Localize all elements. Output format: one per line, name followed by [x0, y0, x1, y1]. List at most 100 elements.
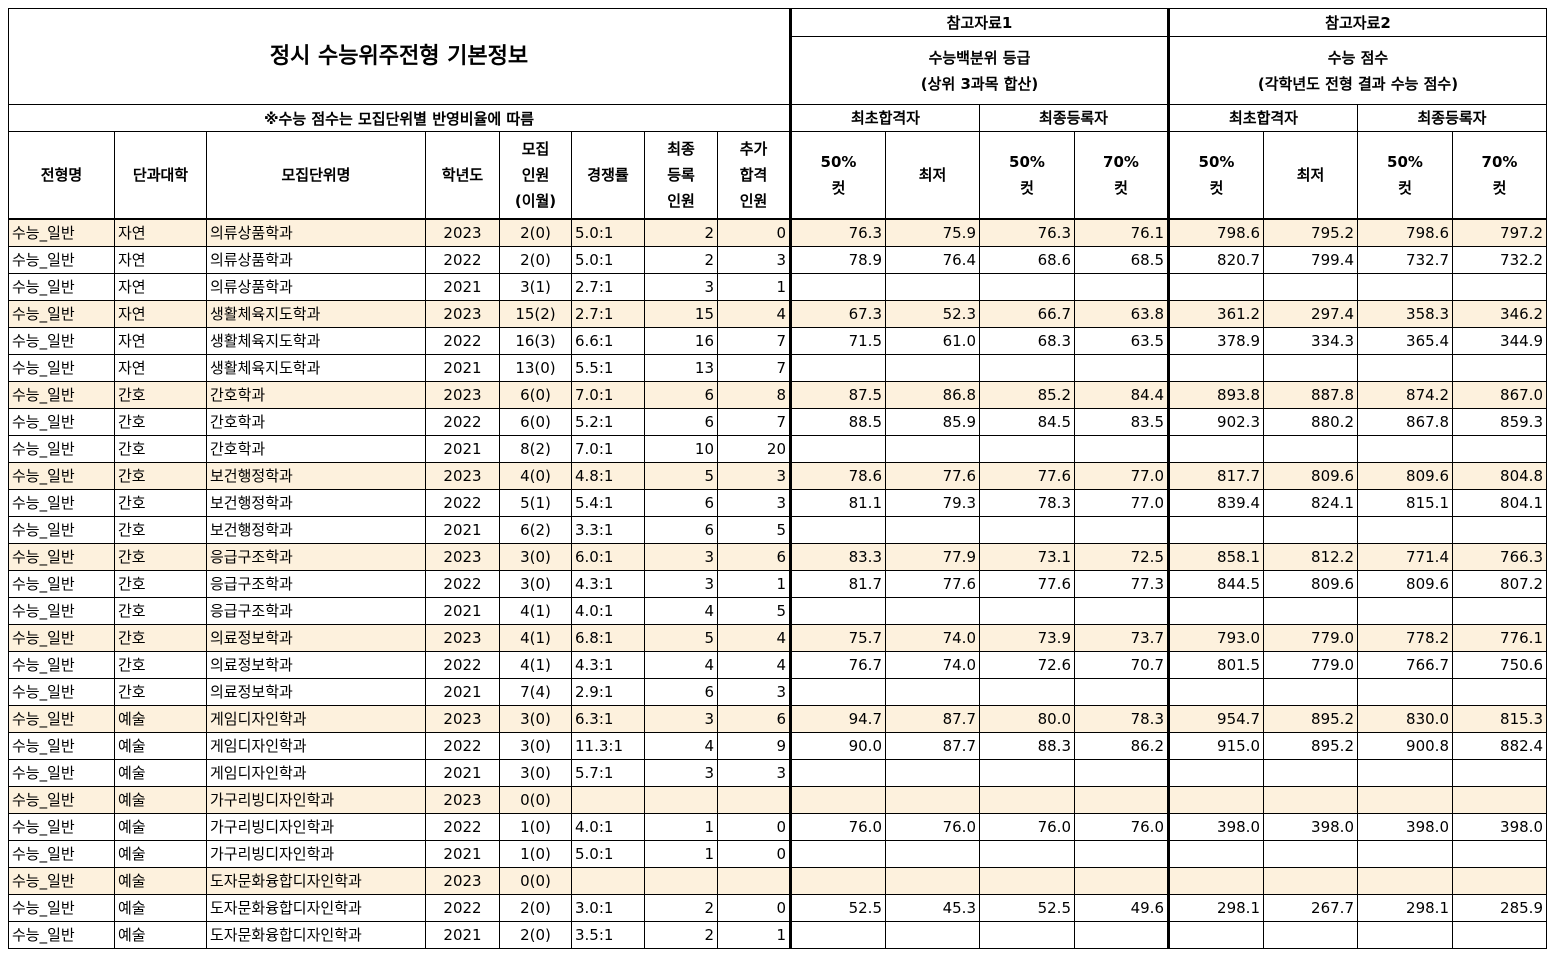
- cell-rate: 4.0:1: [571, 812, 645, 841]
- cell-ref1-final-cut70: 84.4: [1074, 380, 1169, 409]
- cell-added: 6: [717, 704, 791, 733]
- cell-ref1-first-cut50: [789, 920, 886, 949]
- cell-ref2-first-min: [1263, 920, 1358, 949]
- cell-ref1-final-cut50: [979, 920, 1075, 949]
- cell-ref2-final-cut50: [1357, 596, 1453, 625]
- cell-quota: 3(0): [499, 569, 572, 598]
- col-ref2-first-min: 최저: [1263, 131, 1358, 219]
- cell-ref1-final-cut70: 86.2: [1074, 731, 1169, 760]
- cell-unit: 간호학과: [206, 380, 426, 409]
- table-row: 수능_일반 자연 의류상품학과 2021 3(1) 2.7:1 3 1: [8, 272, 1547, 301]
- cell-ref1-final-cut70: 77.0: [1074, 488, 1169, 517]
- cell-ref2-first-cut50: [1167, 920, 1264, 949]
- table-row: 수능_일반 예술 게임디자인학과 2023 3(0) 6.3:1 3 6 94.7 87.7 80.…: [8, 704, 1547, 733]
- cell-ref1-first-cut50: [789, 434, 886, 463]
- cell-college: 예술: [114, 839, 207, 868]
- cell-ref2-final-cut50: 358.3: [1357, 299, 1453, 328]
- cell-ref1-final-cut70: [1074, 866, 1169, 895]
- cell-ref1-final-cut50: [979, 596, 1075, 625]
- ref2-final-register-header: 최종등록자: [1357, 104, 1547, 132]
- cell-ref2-first-min: 809.6: [1263, 569, 1358, 598]
- ref1-final-register-header: 최종등록자: [979, 104, 1169, 132]
- cell-college: 간호: [114, 650, 207, 679]
- table-row: 수능_일반 간호 의료정보학과 2021 7(4) 2.9:1 6 3: [8, 677, 1547, 706]
- cell-quota: 0(0): [499, 785, 572, 814]
- cell-year: 2022: [425, 812, 500, 841]
- cell-type: 수능_일반: [8, 218, 115, 247]
- cell-ref2-first-min: [1263, 839, 1358, 868]
- cell-unit: 의료정보학과: [206, 677, 426, 706]
- cell-ref2-first-min: 880.2: [1263, 407, 1358, 436]
- cell-year: 2021: [425, 839, 500, 868]
- cell-registered: 6: [644, 380, 718, 409]
- cell-ref2-first-cut50: 793.0: [1167, 623, 1264, 652]
- cell-registered: 6: [644, 407, 718, 436]
- cell-ref2-first-min: 895.2: [1263, 704, 1358, 733]
- cell-ref1-first-cut50: 52.5: [789, 893, 886, 922]
- cell-ref2-final-cut70: 867.0: [1452, 380, 1547, 409]
- cell-added: 1: [717, 569, 791, 598]
- cell-registered: 6: [644, 488, 718, 517]
- cell-unit: 가구리빙디자인학과: [206, 812, 426, 841]
- cell-college: 간호: [114, 623, 207, 652]
- cut50-line2: 컷: [1020, 178, 1034, 197]
- cell-added: 0: [717, 839, 791, 868]
- cell-year: 2022: [425, 488, 500, 517]
- cell-year: 2023: [425, 542, 500, 571]
- cell-type: 수능_일반: [8, 245, 115, 274]
- cell-unit: 보건행정학과: [206, 488, 426, 517]
- cell-ref2-first-cut50: [1167, 353, 1264, 382]
- cell-ref2-final-cut50: 778.2: [1357, 623, 1453, 652]
- cell-ref2-final-cut50: 766.7: [1357, 650, 1453, 679]
- cell-ref2-first-min: 895.2: [1263, 731, 1358, 760]
- cell-ref1-first-cut50: [789, 758, 886, 787]
- cell-registered: 5: [644, 623, 718, 652]
- cell-type: 수능_일반: [8, 866, 115, 895]
- cell-quota: 3(0): [499, 731, 572, 760]
- cell-type: 수능_일반: [8, 731, 115, 760]
- cell-ref2-final-cut50: [1357, 272, 1453, 301]
- cell-ref1-first-min: [885, 839, 980, 868]
- cell-ref2-first-cut50: [1167, 839, 1264, 868]
- cell-ref2-final-cut50: 298.1: [1357, 893, 1453, 922]
- cell-ref2-first-cut50: [1167, 866, 1264, 895]
- col-added-line2: 합격: [739, 165, 768, 184]
- cell-ref1-final-cut70: 63.8: [1074, 299, 1169, 328]
- cell-college: 간호: [114, 380, 207, 409]
- cell-ref1-final-cut50: [979, 272, 1075, 301]
- cell-ref1-final-cut70: 72.5: [1074, 542, 1169, 571]
- cell-unit: 도자문화융합디자인학과: [206, 893, 426, 922]
- cell-type: 수능_일반: [8, 299, 115, 328]
- cell-ref2-final-cut70: [1452, 272, 1547, 301]
- cell-ref2-final-cut70: 804.8: [1452, 461, 1547, 490]
- cell-ref1-final-cut70: [1074, 785, 1169, 814]
- cell-added: 7: [717, 407, 791, 436]
- cell-added: [717, 866, 791, 895]
- cell-rate: 5.5:1: [571, 353, 645, 382]
- cell-ref2-final-cut50: [1357, 839, 1453, 868]
- cell-ref1-first-min: 52.3: [885, 299, 980, 328]
- cell-ref2-final-cut50: 732.7: [1357, 245, 1453, 274]
- cell-type: 수능_일반: [8, 326, 115, 355]
- cell-ref2-final-cut70: 882.4: [1452, 731, 1547, 760]
- cell-ref1-first-min: 77.6: [885, 461, 980, 490]
- cell-unit: 의류상품학과: [206, 245, 426, 274]
- ref2-desc-line2: (각학년도 전형 결과 수능 점수): [1257, 74, 1459, 93]
- cell-ref2-final-cut70: 344.9: [1452, 326, 1547, 355]
- cell-added: 8: [717, 380, 791, 409]
- cell-type: 수능_일반: [8, 569, 115, 598]
- cell-ref1-first-min: [885, 515, 980, 544]
- cell-ref2-first-cut50: [1167, 515, 1264, 544]
- table-row: 수능_일반 자연 생활체육지도학과 2022 16(3) 6.6:1 16 7 71.5 61.0…: [8, 326, 1547, 355]
- cell-ref1-final-cut70: 63.5: [1074, 326, 1169, 355]
- cell-unit: 응급구조학과: [206, 542, 426, 571]
- cell-type: 수능_일반: [8, 704, 115, 733]
- col-registered-line3: 인원: [667, 191, 695, 210]
- cell-registered: 2: [644, 245, 718, 274]
- cell-ref2-first-min: [1263, 515, 1358, 544]
- cell-unit: 생활체육지도학과: [206, 353, 426, 382]
- cell-added: 5: [717, 515, 791, 544]
- cell-quota: 13(0): [499, 353, 572, 382]
- cell-ref1-first-min: [885, 353, 980, 382]
- cell-ref2-first-cut50: 798.6: [1167, 218, 1264, 247]
